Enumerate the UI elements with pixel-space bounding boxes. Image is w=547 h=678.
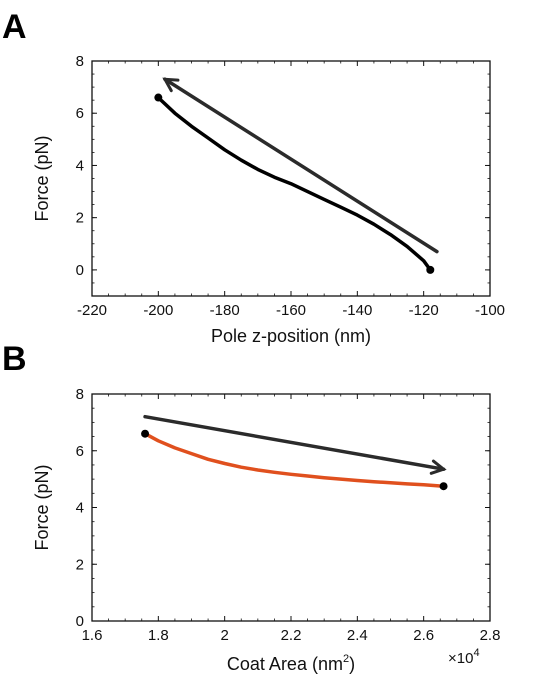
panel-a-endpoint-marker <box>154 93 163 102</box>
panel-a-x-tick-label: -180 <box>210 302 240 319</box>
panel-b: B 1.6 1.8 2 2.2 2.4 2.6 2.8 0 2 4 6 8 Coat Area (nm… <box>2 340 500 674</box>
panel-b-y-tick-label: 8 <box>76 386 84 403</box>
panel-a-x-tick-label: -100 <box>475 302 505 319</box>
panel-a-endpoint-marker <box>426 265 435 274</box>
panel-b-y-tick-label: 0 <box>76 613 84 630</box>
panel-b-axes-box <box>91 393 491 622</box>
panel-a-series-line <box>156 95 433 272</box>
panel-b-x-tick-label: 2 <box>220 627 228 644</box>
panel-b-y-tick-label: 6 <box>76 443 84 460</box>
panel-b-letter: B <box>2 340 27 378</box>
panel-b-y-tick-label: 2 <box>76 556 84 573</box>
panel-b-x-tick-label: 2.8 <box>480 627 501 644</box>
panel-b-y-tick-label: 4 <box>76 500 84 517</box>
panel-b-x-axis-label: Coat Area (nm2) <box>227 653 355 674</box>
panel-b-x-tick-label: 1.6 <box>82 627 103 644</box>
panel-a-direction-arrow-shaft <box>163 77 439 254</box>
panel-a-y-tick-label: 8 <box>76 53 84 70</box>
panel-b-x-multiplier: ×104 <box>448 647 480 667</box>
panel-a-y-tick-label: 2 <box>76 210 84 227</box>
panel-a: A -220 -200 -180 -160 -140 -120 -100 0 2 4 6 8 Pole… <box>2 8 505 346</box>
panel-b-endpoint-marker <box>141 429 150 438</box>
panel-b-x-axis-label-tail: ) <box>349 654 355 674</box>
panel-b-x-axis-label-superscript: 2 <box>343 653 349 665</box>
panel-a-letter: A <box>2 8 27 46</box>
panel-b-endpoint-marker <box>439 482 448 491</box>
panel-a-y-tick-label: 0 <box>76 262 84 279</box>
panel-a-y-axis-label: Force (pN) <box>32 135 52 221</box>
panel-a-x-tick-label: -160 <box>276 302 306 319</box>
panel-b-y-axis-label: Force (pN) <box>32 464 52 550</box>
panel-a-x-tick-label: -200 <box>143 302 173 319</box>
panel-a-x-axis-label: Pole z-position (nm) <box>211 326 371 346</box>
panel-a-x-tick-label: -120 <box>409 302 439 319</box>
panel-b-x-axis-label-main: Coat Area (nm <box>227 654 343 674</box>
panel-a-x-tick-label: -140 <box>342 302 372 319</box>
panel-a-direction-arrow-head <box>162 77 180 93</box>
panel-b-direction-arrow-shaft <box>143 414 446 471</box>
panel-a-y-tick-label: 4 <box>76 157 84 174</box>
panel-a-y-tick-label: 6 <box>76 105 84 122</box>
panel-a-plot: -220 -200 -180 -160 -140 -120 -100 0 2 4 6 8 <box>76 53 505 319</box>
panel-b-x-multiplier-base: ×10 <box>448 650 473 667</box>
panel-b-x-tick-label: 2.6 <box>413 627 434 644</box>
panel-b-direction-arrow-head <box>429 459 447 475</box>
panel-b-x-tick-label: 2.4 <box>347 627 368 644</box>
panel-a-x-tick-label: -220 <box>77 302 107 319</box>
panel-a-axes-box <box>91 60 491 297</box>
panel-b-x-tick-label: 2.2 <box>281 627 302 644</box>
panel-b-x-tick-label: 1.8 <box>148 627 169 644</box>
panel-b-series-line <box>143 431 446 488</box>
panel-b-x-multiplier-exponent: 4 <box>473 647 479 659</box>
panel-b-plot: 1.6 1.8 2 2.2 2.4 2.6 2.8 0 2 4 6 8 <box>76 386 501 644</box>
